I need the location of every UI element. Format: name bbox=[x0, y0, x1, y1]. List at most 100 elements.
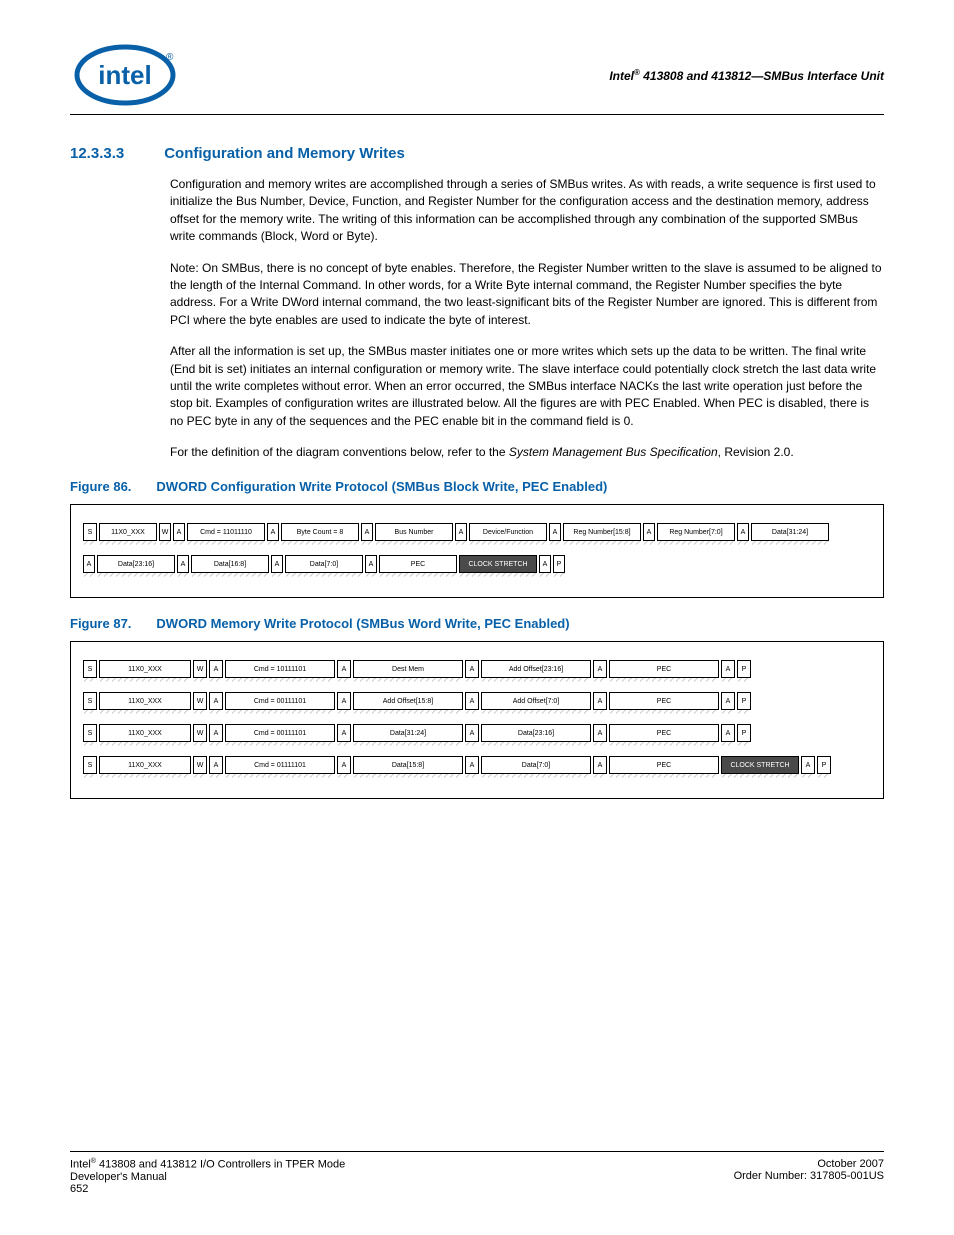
cell: Cmd = 10111101 bbox=[225, 660, 335, 678]
figure-87-caption: Figure 87. DWORD Memory Write Protocol (… bbox=[70, 616, 884, 631]
section-title: Configuration and Memory Writes bbox=[164, 145, 405, 162]
f87-row1: S 11X0_XXX W A Cmd = 10111101 A Dest Mem… bbox=[83, 660, 871, 678]
cell: S bbox=[83, 756, 97, 774]
cell: A bbox=[593, 660, 607, 678]
cell: A bbox=[455, 523, 467, 541]
figure-86-box: S 11X0_XXX W A Cmd = 11011110 A Byte Cou… bbox=[70, 504, 884, 598]
page-header: intel ® Intel® 413808 and 413812—SMBus I… bbox=[70, 40, 884, 115]
cell: A bbox=[593, 724, 607, 742]
cell-clock-stretch: CLOCK STRETCH bbox=[459, 555, 537, 573]
cell: 11X0_XXX bbox=[99, 523, 157, 541]
cell: Data[16:8] bbox=[191, 555, 269, 573]
cell: P bbox=[737, 724, 751, 742]
cell: Add Offset[15:8] bbox=[353, 692, 463, 710]
cell: 11X0_XXX bbox=[99, 692, 191, 710]
cell: A bbox=[593, 692, 607, 710]
cell: A bbox=[209, 756, 223, 774]
cell: W bbox=[193, 692, 207, 710]
intel-logo: intel ® bbox=[70, 40, 180, 110]
fig86-num: Figure 86. bbox=[70, 479, 131, 494]
cell: PEC bbox=[609, 724, 719, 742]
cell: S bbox=[83, 660, 97, 678]
header-prefix: Intel bbox=[609, 69, 634, 83]
header-title: Intel® 413808 and 413812—SMBus Interface… bbox=[609, 68, 884, 83]
f87-row4: S 11X0_XXX W A Cmd = 01111101 A Data[15:… bbox=[83, 756, 871, 774]
f87-row3: S 11X0_XXX W A Cmd = 00111101 A Data[31:… bbox=[83, 724, 871, 742]
cell: P bbox=[817, 756, 831, 774]
figure-86-caption: Figure 86. DWORD Configuration Write Pro… bbox=[70, 479, 884, 494]
cell: A bbox=[173, 523, 185, 541]
cell: Bus Number bbox=[375, 523, 453, 541]
cell: S bbox=[83, 724, 97, 742]
cell: PEC bbox=[379, 555, 457, 573]
cell: S bbox=[83, 523, 97, 541]
cell: Add Offset[23:16] bbox=[481, 660, 591, 678]
footer-r2: Order Number: 317805-001US bbox=[734, 1170, 884, 1182]
cell: P bbox=[737, 692, 751, 710]
cell: A bbox=[721, 692, 735, 710]
cell: Data[23:16] bbox=[481, 724, 591, 742]
p4-a: For the definition of the diagram conven… bbox=[170, 445, 509, 459]
cell: 11X0_XXX bbox=[99, 724, 191, 742]
f86-row2: A Data[23:16] A Data[16:8] A Data[7:0] A… bbox=[83, 555, 871, 573]
cell: Cmd = 01111101 bbox=[225, 756, 335, 774]
cell: A bbox=[721, 660, 735, 678]
footer-l1a: Intel bbox=[70, 1159, 91, 1171]
cell: Reg Number[7:0] bbox=[657, 523, 735, 541]
cell: P bbox=[737, 660, 751, 678]
cell: 11X0_XXX bbox=[99, 756, 191, 774]
cell: Data[7:0] bbox=[285, 555, 363, 573]
paragraph-2: Note: On SMBus, there is no concept of b… bbox=[170, 260, 884, 330]
cell: PEC bbox=[609, 756, 719, 774]
svg-text:intel: intel bbox=[98, 60, 151, 90]
cell: A bbox=[593, 756, 607, 774]
footer-left: Intel® 413808 and 413812 I/O Controllers… bbox=[70, 1158, 345, 1195]
cell: Byte Count = 8 bbox=[281, 523, 359, 541]
cell: A bbox=[83, 555, 95, 573]
paragraph-4: For the definition of the diagram conven… bbox=[170, 444, 884, 461]
p4-c: , Revision 2.0. bbox=[718, 445, 794, 459]
cell: Data[23:16] bbox=[97, 555, 175, 573]
cell: 11X0_XXX bbox=[99, 660, 191, 678]
paragraph-3: After all the information is set up, the… bbox=[170, 343, 884, 430]
footer-r1: October 2007 bbox=[734, 1158, 884, 1170]
fig87-num: Figure 87. bbox=[70, 616, 131, 631]
cell: PEC bbox=[609, 692, 719, 710]
cell: W bbox=[159, 523, 171, 541]
cell: A bbox=[271, 555, 283, 573]
cell: A bbox=[337, 660, 351, 678]
cell: A bbox=[361, 523, 373, 541]
cell: A bbox=[549, 523, 561, 541]
cell: Data[7:0] bbox=[481, 756, 591, 774]
cell: A bbox=[209, 724, 223, 742]
paragraph-1: Configuration and memory writes are acco… bbox=[170, 176, 884, 246]
cell: A bbox=[465, 756, 479, 774]
cell: A bbox=[465, 724, 479, 742]
fig87-title: DWORD Memory Write Protocol (SMBus Word … bbox=[156, 616, 569, 631]
cell: P bbox=[553, 555, 565, 573]
cell: A bbox=[337, 692, 351, 710]
cell: A bbox=[177, 555, 189, 573]
cell: A bbox=[209, 692, 223, 710]
p4-b: System Management Bus Specification bbox=[509, 445, 718, 459]
cell: A bbox=[209, 660, 223, 678]
cell: Cmd = 11011110 bbox=[187, 523, 265, 541]
f87-row2: S 11X0_XXX W A Cmd = 00111101 A Add Offs… bbox=[83, 692, 871, 710]
cell: A bbox=[337, 756, 351, 774]
fig86-title: DWORD Configuration Write Protocol (SMBu… bbox=[156, 479, 607, 494]
f86-row1: S 11X0_XXX W A Cmd = 11011110 A Byte Cou… bbox=[83, 523, 871, 541]
cell: Data[31:24] bbox=[751, 523, 829, 541]
page-footer: Intel® 413808 and 413812 I/O Controllers… bbox=[70, 1151, 884, 1195]
cell: A bbox=[539, 555, 551, 573]
cell: Cmd = 00111101 bbox=[225, 724, 335, 742]
cell: Add Offset[7:0] bbox=[481, 692, 591, 710]
section-number: 12.3.3.3 bbox=[70, 145, 124, 162]
header-suffix: 413808 and 413812—SMBus Interface Unit bbox=[640, 69, 884, 83]
cell: W bbox=[193, 660, 207, 678]
cell: Dest Mem bbox=[353, 660, 463, 678]
svg-text:®: ® bbox=[166, 52, 174, 63]
cell: A bbox=[737, 523, 749, 541]
cell: W bbox=[193, 756, 207, 774]
cell: Reg Number[15:8] bbox=[563, 523, 641, 541]
cell: Data[15:8] bbox=[353, 756, 463, 774]
